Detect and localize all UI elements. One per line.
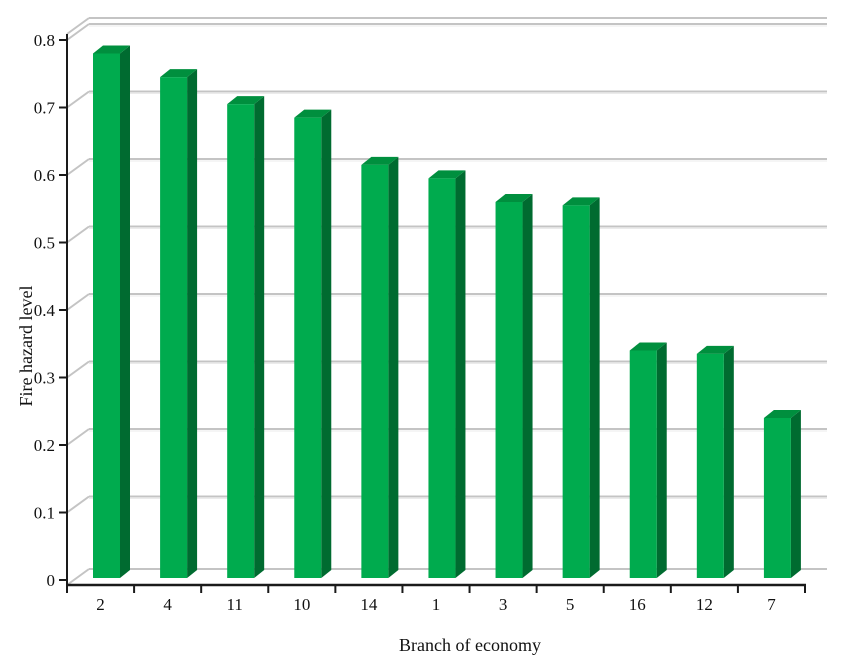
gridline: [66, 495, 90, 514]
gridline: [66, 90, 90, 109]
x-tick-label: 12: [696, 595, 713, 614]
bar-side-face: [455, 170, 466, 578]
x-tick-label: 7: [767, 595, 776, 614]
bar-side-face: [120, 45, 130, 578]
bar-side-face: [589, 197, 600, 578]
y-tick-label: 0.3: [34, 369, 55, 388]
bar-side-face: [187, 69, 198, 578]
gridline: [66, 225, 90, 244]
bar: [562, 205, 590, 578]
y-tick-label: 0: [47, 571, 56, 590]
bar-side-face: [254, 96, 265, 578]
x-tick-label: 4: [163, 595, 172, 614]
bar: [763, 418, 791, 578]
bar-top-face: [361, 156, 399, 165]
x-tick-label: 3: [499, 595, 508, 614]
bar-top-face: [629, 342, 667, 351]
bar-top-face: [495, 194, 533, 202]
x-tick-label: 16: [629, 595, 646, 614]
x-tick-label: 2: [96, 595, 105, 614]
bar-top-face: [160, 69, 198, 78]
bar: [495, 202, 523, 578]
gridline: [66, 360, 90, 379]
gridline: [66, 293, 90, 311]
bar-top-face: [696, 345, 734, 354]
bar-side-face: [790, 410, 801, 578]
bar-side-face: [723, 345, 734, 578]
x-tick-label: 1: [432, 595, 441, 614]
gridline: [66, 158, 90, 176]
x-tick-label: 10: [293, 595, 310, 614]
y-tick-label: 0.5: [34, 234, 55, 253]
y-axis-title: Fire hazard level: [16, 285, 36, 407]
bar-top-face: [428, 170, 466, 179]
bar: [428, 178, 456, 578]
x-tick-label: 11: [227, 595, 243, 614]
bar-top-face: [763, 410, 801, 418]
bar: [160, 77, 188, 578]
bar: [294, 117, 322, 578]
y-tick-label: 0.7: [34, 99, 56, 118]
y-tick-label: 0.4: [34, 301, 56, 320]
x-axis-title: Branch of economy: [399, 635, 541, 655]
bar-side-face: [321, 109, 332, 578]
x-tick-label: 14: [360, 595, 378, 614]
y-tick-label: 0.1: [34, 504, 55, 523]
floor-edge: [66, 568, 90, 586]
bar: [361, 164, 389, 578]
bar: [629, 350, 657, 578]
bar-top-face: [294, 109, 332, 118]
bar: [696, 353, 724, 578]
y-tick-label: 0.2: [34, 436, 55, 455]
bar-side-face: [388, 156, 399, 578]
y-tick-label: 0.8: [34, 31, 55, 50]
x-tick-label: 5: [566, 595, 575, 614]
wall-top-edge: [66, 17, 90, 35]
bar-top-face: [93, 45, 130, 54]
bar-side-face: [522, 194, 533, 578]
y-tick-label: 0.6: [34, 166, 55, 185]
gridline: [66, 23, 90, 41]
bar-side-face: [656, 342, 667, 578]
bar-top-face: [562, 197, 600, 206]
bar: [93, 53, 120, 578]
gridline: [66, 428, 90, 446]
bar: [227, 104, 255, 578]
bar-top-face: [227, 96, 265, 105]
